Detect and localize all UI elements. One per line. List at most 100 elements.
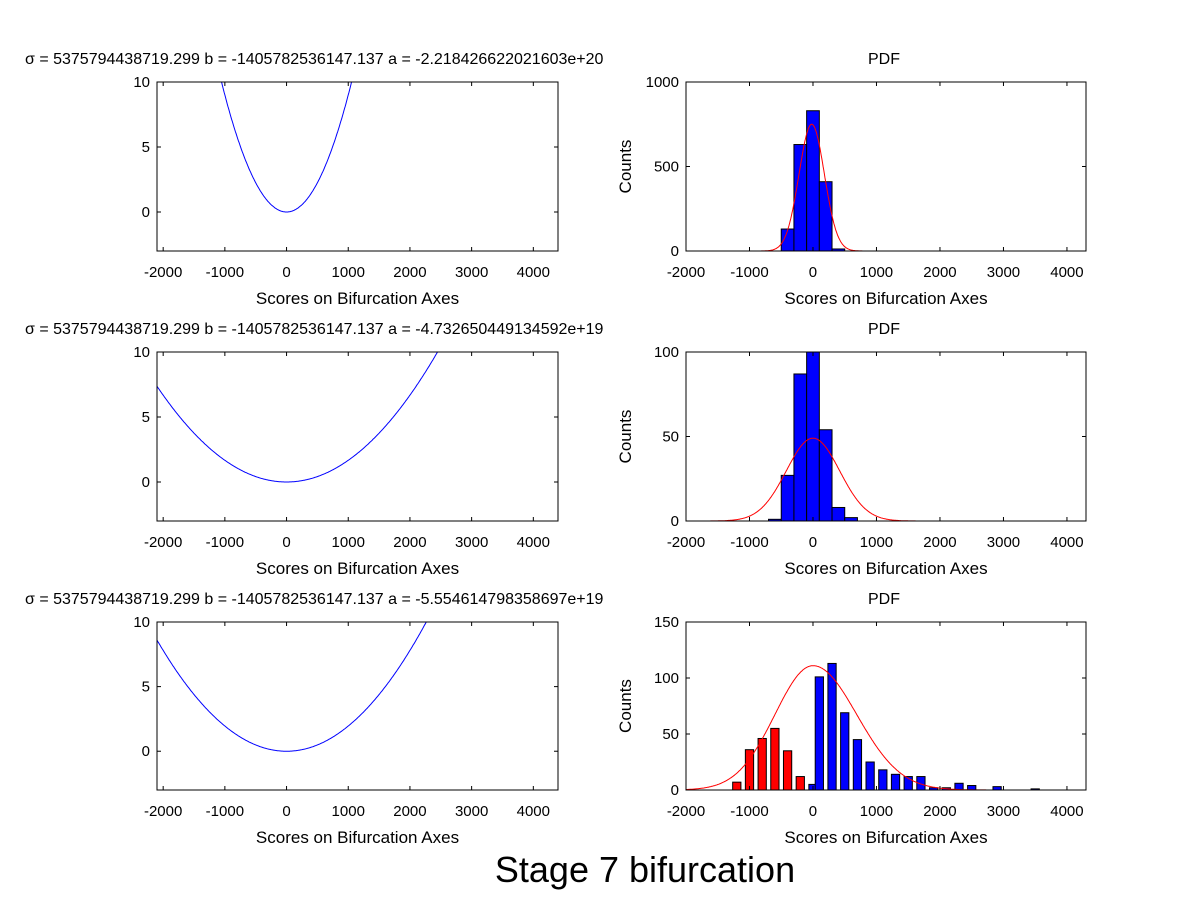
x-tick-label: 1000 [860, 803, 893, 820]
histogram-bar [954, 782, 964, 790]
plot-area [157, 352, 439, 483]
x-tick-label: 4000 [1050, 264, 1083, 281]
plot-area [686, 110, 953, 251]
y-tick-label: 0 [671, 513, 679, 530]
x-tick-label: -1000 [730, 803, 768, 820]
plot-area [686, 662, 1086, 790]
x-tick-label: 4000 [517, 534, 550, 551]
subplot-5: σ = 5375794438719.299 b = -1405782536147… [25, 591, 604, 847]
x-tick-label: 2000 [923, 534, 956, 551]
gaussian-fit-curve [686, 123, 953, 251]
x-tick-label: -2000 [667, 264, 705, 281]
x-tick-label: 0 [809, 264, 817, 281]
y-tick-label: 50 [662, 429, 679, 446]
y-tick-label: 150 [654, 614, 679, 631]
axes-frame [685, 621, 1087, 791]
histogram-bar [806, 352, 820, 521]
x-tick-label: -1000 [730, 534, 768, 551]
x-tick-label: -1000 [206, 803, 244, 820]
subplot-4: PDF -2000 -1000 0 1000 2000 3000 4000 0 50 100 Scor… [616, 321, 1087, 578]
x-tick-label: 1000 [332, 534, 365, 551]
plot-area [157, 622, 427, 752]
x-tick-label: 2000 [923, 264, 956, 281]
y-tick-label: 1000 [646, 74, 679, 91]
axes-frame [156, 351, 559, 522]
y-axis-label: Counts [616, 410, 635, 464]
y-tick-label: 500 [654, 159, 679, 176]
potential-curve [157, 352, 439, 483]
histogram-bar [831, 506, 846, 521]
gaussian-fit-curve [686, 437, 1086, 521]
histogram-bar [831, 248, 846, 251]
y-tick-label: 5 [142, 409, 150, 426]
histogram-bar [757, 737, 767, 790]
x-tick-label: 4000 [517, 803, 550, 820]
x-axis-label: Scores on Bifurcation Axes [784, 289, 987, 308]
x-tick-label: 4000 [517, 264, 550, 281]
subplot-title: PDF [868, 591, 900, 608]
x-axis-label: Scores on Bifurcation Axes [256, 289, 459, 308]
x-tick-label: 1000 [860, 264, 893, 281]
x-tick-label: 0 [809, 803, 817, 820]
x-tick-label: 4000 [1050, 803, 1083, 820]
histogram-bar [928, 787, 939, 790]
x-tick-label: -1000 [730, 264, 768, 281]
suptitle: Stage 7 bifurcation [495, 849, 795, 890]
x-tick-label: -2000 [667, 534, 705, 551]
plot-area [221, 82, 353, 213]
x-tick-label: 2000 [393, 534, 426, 551]
histogram-bar [844, 517, 858, 521]
x-tick-label: 0 [282, 803, 290, 820]
histogram-bar [782, 750, 793, 790]
x-axis-label: Scores on Bifurcation Axes [256, 828, 459, 847]
histogram-bar [967, 785, 977, 790]
x-tick-label: -1000 [206, 534, 244, 551]
x-tick-label: -2000 [144, 534, 182, 551]
histogram-bar [890, 773, 901, 790]
histogram-bar [780, 474, 795, 521]
gaussian-fit-curve [686, 665, 1086, 790]
x-tick-label: 1000 [332, 803, 365, 820]
histogram-bar [793, 144, 808, 251]
plot-area [686, 352, 1086, 521]
subplot-3: σ = 5375794438719.299 b = -1405782536147… [25, 321, 604, 578]
histogram-bar [992, 786, 1002, 790]
x-tick-label: 0 [809, 534, 817, 551]
x-tick-label: 3000 [987, 264, 1020, 281]
y-tick-label: 100 [654, 344, 679, 361]
x-tick-label: 3000 [455, 264, 488, 281]
histogram-bar [865, 761, 875, 790]
y-tick-label: 10 [133, 614, 150, 631]
potential-curve [221, 82, 353, 213]
y-tick-label: 5 [142, 679, 150, 696]
x-tick-label: 3000 [455, 534, 488, 551]
histogram-bar [818, 181, 833, 251]
histogram-bar [1030, 788, 1040, 790]
subplot-title: σ = 5375794438719.299 b = -1405782536147… [25, 51, 604, 68]
x-axis-label: Scores on Bifurcation Axes [256, 559, 459, 578]
histogram-bar [806, 110, 820, 251]
subplot-1: σ = 5375794438719.299 b = -1405782536147… [25, 51, 604, 308]
x-tick-label: 2000 [393, 264, 426, 281]
y-tick-label: 50 [662, 726, 679, 743]
x-tick-label: -2000 [144, 803, 182, 820]
y-axis-label: Counts [616, 679, 635, 733]
histogram-bar [732, 781, 742, 790]
subplot-2: PDF -2000 -1000 0 1000 2000 3000 4000 0 500 1000 Sc… [616, 51, 1087, 308]
histogram-bar [852, 739, 863, 790]
axes-frame [156, 81, 559, 252]
x-axis-label: Scores on Bifurcation Axes [784, 559, 987, 578]
subplot-title: σ = 5375794438719.299 b = -1405782536147… [25, 321, 604, 338]
x-tick-label: -2000 [144, 264, 182, 281]
x-tick-label: 2000 [393, 803, 426, 820]
histogram-bar [840, 712, 850, 790]
histogram-bar [818, 429, 833, 521]
subplot-title: PDF [868, 51, 900, 68]
x-tick-label: 3000 [987, 534, 1020, 551]
subplot-title: PDF [868, 321, 900, 338]
y-tick-label: 0 [142, 474, 150, 491]
x-tick-label: -2000 [667, 803, 705, 820]
y-tick-label: 100 [654, 670, 679, 687]
histogram-bar [878, 769, 888, 790]
y-tick-label: 0 [671, 243, 679, 260]
